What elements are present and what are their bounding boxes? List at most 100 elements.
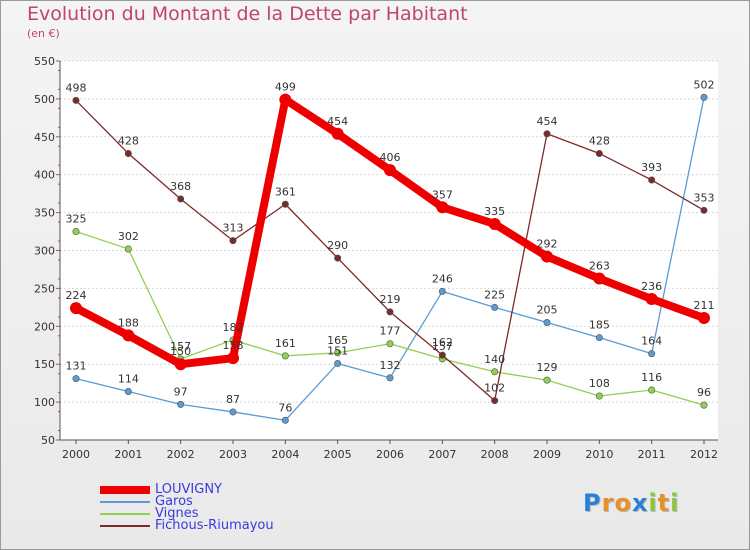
data-point — [229, 408, 237, 416]
data-label: 188 — [118, 316, 139, 329]
data-point — [281, 200, 289, 208]
data-label: 325 — [66, 213, 87, 226]
data-label: 236 — [641, 280, 662, 293]
x-tick-label: 2005 — [324, 448, 352, 461]
data-label: 246 — [432, 272, 453, 285]
data-point — [177, 195, 185, 203]
y-tick-label: 350 — [34, 207, 55, 220]
data-label: 140 — [484, 353, 505, 366]
chart-title: Evolution du Montant de la Dette par Hab… — [27, 3, 468, 25]
data-point — [700, 206, 708, 214]
data-label: 102 — [484, 382, 505, 395]
data-label: 502 — [694, 78, 715, 91]
legend-swatch — [100, 486, 150, 494]
data-label: 335 — [484, 205, 505, 218]
data-label: 313 — [223, 222, 244, 235]
data-label: 177 — [380, 325, 401, 338]
x-tick-label: 2009 — [533, 448, 561, 461]
y-tick-label: 150 — [34, 358, 55, 371]
data-point — [177, 400, 185, 408]
data-point — [124, 149, 132, 157]
data-label: 361 — [275, 185, 296, 198]
data-point — [229, 237, 237, 245]
data-label: 87 — [226, 393, 240, 406]
data-label: 96 — [697, 386, 711, 399]
data-point — [334, 349, 342, 357]
data-point — [122, 329, 135, 342]
x-tick-label: 2012 — [690, 448, 718, 461]
data-label: 132 — [380, 359, 401, 372]
data-label: 76 — [278, 401, 292, 414]
data-label: 219 — [380, 293, 401, 306]
x-tick-label: 2004 — [271, 448, 299, 461]
legend-label: Garos — [155, 494, 193, 509]
data-point — [227, 352, 239, 365]
data-label: 263 — [589, 260, 610, 273]
data-point — [281, 352, 289, 360]
x-tick-label: 2006 — [376, 448, 404, 461]
data-point — [491, 368, 499, 376]
data-point — [491, 397, 499, 405]
data-point — [279, 93, 292, 106]
data-point — [438, 351, 446, 359]
data-label: 116 — [641, 371, 662, 384]
y-tick-label: 200 — [34, 320, 55, 333]
data-point — [595, 392, 603, 400]
y-tick-label: 500 — [34, 93, 55, 106]
x-tick-label: 2002 — [167, 448, 195, 461]
data-point — [174, 358, 187, 371]
data-point — [334, 359, 342, 367]
data-point — [72, 228, 80, 236]
y-tick-label: 450 — [34, 131, 55, 144]
data-label: 150 — [170, 345, 191, 358]
data-label: 151 — [327, 344, 348, 357]
x-tick-label: 2011 — [638, 448, 666, 461]
data-label: 129 — [537, 361, 558, 374]
data-label: 162 — [432, 336, 453, 349]
data-point — [334, 254, 342, 262]
y-tick-label: 250 — [34, 282, 55, 295]
data-label: 211 — [694, 299, 715, 312]
data-label: 428 — [589, 134, 610, 147]
x-tick-label: 2003 — [219, 448, 247, 461]
data-point — [70, 302, 82, 315]
data-point — [648, 386, 656, 394]
y-tick-label: 300 — [34, 245, 55, 258]
data-label: 108 — [589, 377, 610, 390]
data-point — [593, 272, 606, 285]
legend-label: Fichous-Riumayou — [155, 518, 274, 533]
data-label: 205 — [537, 304, 558, 317]
data-point — [488, 217, 501, 230]
data-point — [645, 293, 658, 306]
data-label: 406 — [380, 151, 401, 164]
y-tick-label: 100 — [34, 396, 55, 409]
data-label: 353 — [694, 191, 715, 204]
data-label: 164 — [641, 335, 662, 348]
data-label: 131 — [66, 360, 87, 373]
data-point — [541, 250, 553, 263]
data-point — [700, 93, 708, 101]
data-label: 368 — [170, 180, 191, 193]
data-label: 428 — [118, 134, 139, 147]
data-point — [72, 96, 80, 104]
x-tick-label: 2001 — [114, 448, 142, 461]
data-label: 499 — [275, 81, 296, 94]
data-label: 97 — [174, 385, 188, 398]
data-point — [698, 311, 710, 324]
data-point — [595, 149, 603, 157]
data-point — [648, 350, 656, 358]
x-tick-label: 2008 — [481, 448, 509, 461]
chart-unit-label: (en €) — [27, 27, 60, 40]
data-point — [438, 287, 446, 295]
x-tick-label: 2007 — [428, 448, 456, 461]
data-point — [124, 245, 132, 253]
proxiti-logo: Proxiti — [583, 489, 680, 517]
y-tick-label: 550 — [34, 55, 55, 68]
data-label: 157 — [170, 340, 191, 353]
data-point — [331, 127, 344, 140]
legend-swatch — [100, 525, 150, 527]
x-tick-label: 2010 — [585, 448, 613, 461]
legend-swatch — [100, 501, 150, 503]
data-point — [386, 374, 394, 382]
